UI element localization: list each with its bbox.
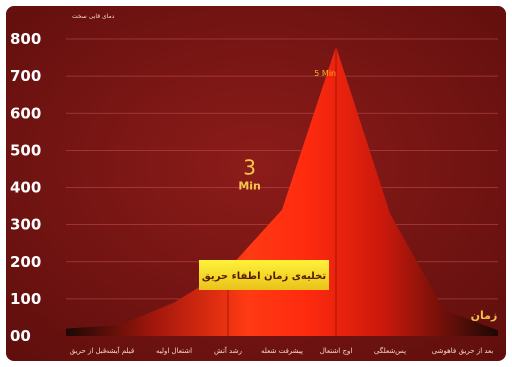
y-tick-label: 700	[10, 67, 41, 85]
x-tick-label: پس‌شعلگی	[374, 346, 406, 355]
x-tick-label: رشد آتش	[214, 346, 242, 355]
annotation-label: 3	[243, 156, 256, 180]
duration-box-label: تخلیه‌ی زمان اطفاء حریق	[202, 271, 326, 282]
y-axis-title: دمای قابی سخت	[72, 13, 115, 20]
x-tick-label: اوج اشتعال	[320, 347, 353, 355]
x-tick-label: قبل از حریق	[70, 347, 107, 355]
temperature-area	[66, 46, 498, 337]
duration-box	[199, 260, 329, 290]
chart-frame: 00 100 200 300 400 500 600 700 800 قبل از حریق قی…	[6, 6, 506, 361]
chart-svg: 00 100 200 300 400 500 600 700 800 قبل از حریق قی…	[6, 6, 506, 361]
annotation-label: 5 Min	[314, 69, 336, 78]
x-tick-label: پیشرفت شعله	[261, 347, 303, 355]
x-tick-label: بعد از حریق	[459, 347, 494, 355]
y-tick-label: 500	[10, 141, 41, 159]
x-tick-label: اشتعال اولیه	[156, 347, 192, 355]
y-tick-label: 00	[10, 327, 31, 345]
y-tick-labels: 00 100 200 300 400 500 600 700 800	[10, 30, 41, 345]
x-tick-label: فاهوشی	[432, 347, 457, 355]
x-axis-title: زمان	[471, 309, 498, 322]
y-tick-label: 200	[10, 253, 41, 271]
y-tick-label: 800	[10, 30, 41, 48]
y-tick-label: 400	[10, 179, 41, 197]
x-tick-label: قیلم آیشه	[106, 346, 135, 355]
annotation-label: Min	[238, 179, 261, 192]
y-tick-label: 100	[10, 290, 41, 308]
x-tick-labels: قبل از حریق قیلم آیشه اشتعال اولیه رشد آتش پ…	[70, 346, 494, 355]
y-tick-label: 600	[10, 104, 41, 122]
y-tick-label: 300	[10, 216, 41, 234]
